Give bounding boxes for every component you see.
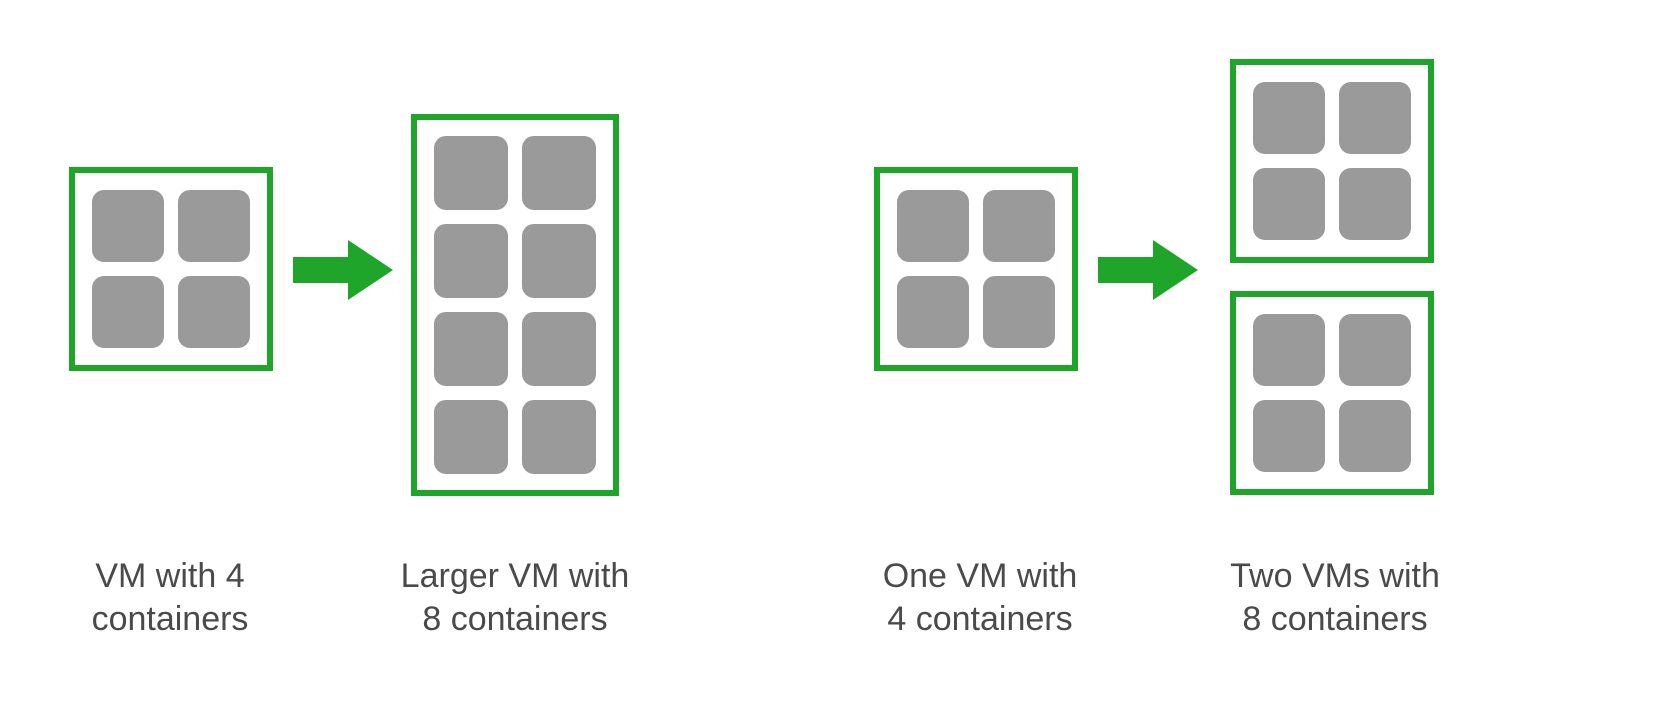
label-two-vms8: Two VMs with 8 containers bbox=[1175, 555, 1495, 640]
vm-right-single bbox=[874, 167, 1078, 371]
container-square bbox=[1339, 82, 1411, 154]
arrow-right-icon bbox=[1098, 240, 1198, 300]
container-square bbox=[983, 276, 1055, 348]
vm-left-small bbox=[69, 167, 273, 371]
container-square bbox=[92, 276, 164, 348]
vm-right-bottom bbox=[1230, 291, 1434, 495]
container-square bbox=[1253, 168, 1325, 240]
container-square bbox=[92, 190, 164, 262]
arrow-left-icon bbox=[293, 240, 393, 300]
container-square bbox=[1253, 82, 1325, 154]
container-square bbox=[434, 312, 508, 386]
container-square bbox=[178, 276, 250, 348]
container-square bbox=[178, 190, 250, 262]
container-square bbox=[1253, 314, 1325, 386]
container-square bbox=[434, 400, 508, 474]
container-square bbox=[1339, 400, 1411, 472]
container-square bbox=[897, 276, 969, 348]
container-square bbox=[1339, 314, 1411, 386]
vm-left-large bbox=[411, 114, 619, 496]
container-square bbox=[1253, 400, 1325, 472]
container-square bbox=[983, 190, 1055, 262]
label-vm4: VM with 4 containers bbox=[15, 555, 325, 640]
container-square bbox=[522, 312, 596, 386]
container-square bbox=[522, 224, 596, 298]
container-square bbox=[522, 400, 596, 474]
label-larger-vm8: Larger VM with 8 containers bbox=[355, 555, 675, 640]
container-square bbox=[897, 190, 969, 262]
label-one-vm4: One VM with 4 containers bbox=[830, 555, 1130, 640]
container-square bbox=[522, 136, 596, 210]
container-square bbox=[434, 136, 508, 210]
vm-right-top bbox=[1230, 59, 1434, 263]
container-square bbox=[434, 224, 508, 298]
container-square bbox=[1339, 168, 1411, 240]
